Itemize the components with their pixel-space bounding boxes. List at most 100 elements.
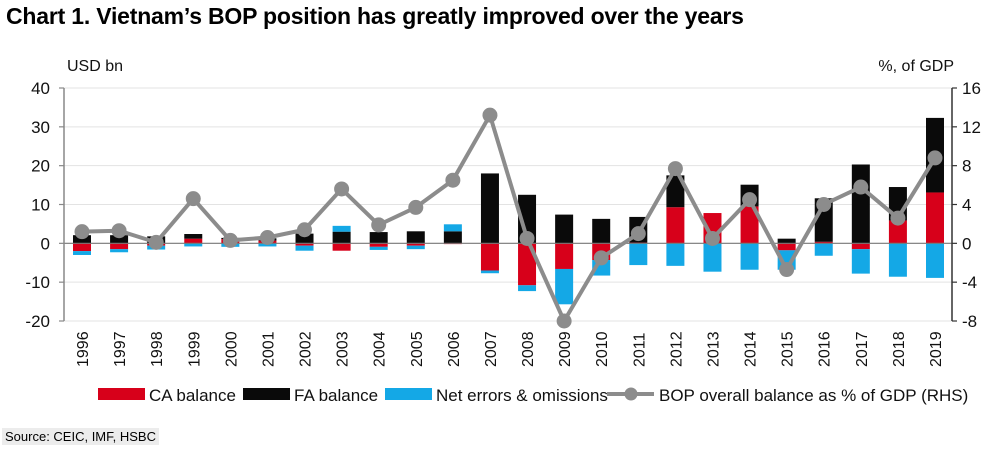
bar-net-errors-omissions-1996 [73,251,91,255]
legend-label: CA balance [149,386,236,405]
legend-marker [624,387,638,401]
bar-fa-balance-2009 [555,214,574,244]
x-tick-label-2002: 2002 [298,331,315,367]
bar-net-errors-omissions-2013 [703,243,722,272]
left-axis-tick-label: -10 [25,273,50,292]
bop-point-2018 [890,210,906,226]
x-tick-label-1997: 1997 [112,331,129,367]
x-tick-label-2019: 2019 [928,331,945,367]
bar-fa-balance-2003 [332,231,351,244]
x-tick-label-1999: 1999 [186,331,203,367]
legend-item-ca-balance: CA balance [98,386,236,405]
left-axis-tick-label: 30 [31,118,50,137]
y2-axis-label: %, of GDP [878,58,954,75]
bar-fa-balance-2010 [592,218,611,244]
bar-ca-balance-2014 [740,206,759,244]
bar-ca-balance-2003 [332,243,351,251]
legend-swatch [385,388,432,400]
x-tick-label-2007: 2007 [483,331,500,367]
bar-net-errors-omissions-2017 [851,249,870,274]
right-axis-tick-label: 8 [962,157,971,176]
bop-point-2015 [779,262,795,278]
legend-item-net-errors-omissions: Net errors & omissions [385,386,608,405]
bar-ca-balance-2004 [369,243,388,247]
bar-fa-balance-2006 [443,231,462,244]
x-tick-label-2015: 2015 [780,331,797,367]
bop-point-2009 [556,313,572,329]
bar-fa-balance-2012 [666,175,685,208]
bar-ca-balance-1999 [184,238,203,244]
legend-label: BOP overall balance as % of GDP (RHS) [659,386,968,405]
x-tick-label-2000: 2000 [223,331,240,367]
bop-point-2004 [371,217,387,233]
x-tick-label-1998: 1998 [149,331,166,367]
bar-net-errors-omissions-2019 [926,243,944,278]
bop-point-2002 [297,222,313,238]
bar-fa-balance-1999 [184,234,203,239]
bop-point-1998 [148,234,164,250]
x-tick-label-2005: 2005 [409,331,426,367]
bar-net-errors-omissions-2009 [555,268,574,305]
bar-net-errors-omissions-2002 [295,245,314,251]
left-axis-tick-label: 20 [31,157,50,176]
x-tick-label-2001: 2001 [260,331,277,367]
x-tick-label-2004: 2004 [372,331,389,367]
x-tick-label-2011: 2011 [631,332,648,367]
bar-net-errors-omissions-2004 [369,246,388,250]
left-axis-tick-label: 0 [41,234,50,253]
bop-point-2010 [593,250,609,266]
right-axis-tick-label: -8 [962,312,977,331]
legend-label: FA balance [294,386,378,405]
source-note: Source: CEIC, IMF, HSBC [2,428,159,445]
bop-point-2000 [222,232,238,248]
x-tick-label-2018: 2018 [891,331,908,367]
bar-ca-balance-2008 [518,243,537,286]
bar-fa-balance-1997 [110,235,129,244]
bop-point-1997 [111,223,127,239]
bar-fa-balance-2004 [369,232,388,244]
bar-ca-balance-2018 [888,220,907,244]
chart-title: Chart 1. Vietnam’s BOP position has grea… [6,3,744,29]
bar-net-errors-omissions-2007 [480,270,499,274]
right-axis-tick-label: 12 [962,118,981,137]
gridlines [64,87,952,322]
x-tick-label-2003: 2003 [335,331,352,367]
bop-point-2012 [667,161,683,177]
bar-net-errors-omissions-2008 [518,285,537,292]
x-tick-label-1996: 1996 [75,331,92,367]
bar-net-errors-omissions-1999 [184,243,203,247]
bop-point-2017 [853,179,869,195]
right-axis-tick-label: -4 [962,273,977,292]
bar-ca-balance-2007 [480,243,499,271]
bop-point-2014 [742,192,758,208]
bop-point-2006 [445,172,461,188]
bar-ca-balance-2012 [666,207,685,244]
bop-point-2001 [259,230,275,246]
bar-ca-balance-2002 [295,243,314,246]
bar-fa-balance-2015 [777,238,796,244]
bar-net-errors-omissions-1997 [110,249,129,253]
legend: CA balance FA balance Net errors & omissio… [98,386,968,405]
left-axis-tick-label: 10 [31,196,50,215]
y-axis-label: USD bn [67,58,123,75]
bop-point-2005 [408,199,424,215]
x-tick-label-2006: 2006 [446,331,463,367]
bop-point-2008 [519,230,535,246]
bop-point-2007 [482,107,498,123]
x-tick-label-2017: 2017 [854,331,871,367]
left-axis-tick-label: 40 [31,79,50,98]
right-axis-tick-label: 0 [962,234,971,253]
bar-fa-balance-1996 [73,235,91,244]
bar-ca-balance-2009 [555,243,574,269]
bop-line [74,107,943,329]
bop-point-2013 [704,230,720,246]
bop-point-2016 [816,197,832,212]
x-tick-label-2014: 2014 [743,331,760,367]
bop-point-1999 [185,191,201,207]
bop-line-path [81,113,937,323]
legend-swatch [243,388,290,400]
right-axis-tick-label: 4 [962,196,971,215]
x-tick-label-2012: 2012 [668,331,685,367]
